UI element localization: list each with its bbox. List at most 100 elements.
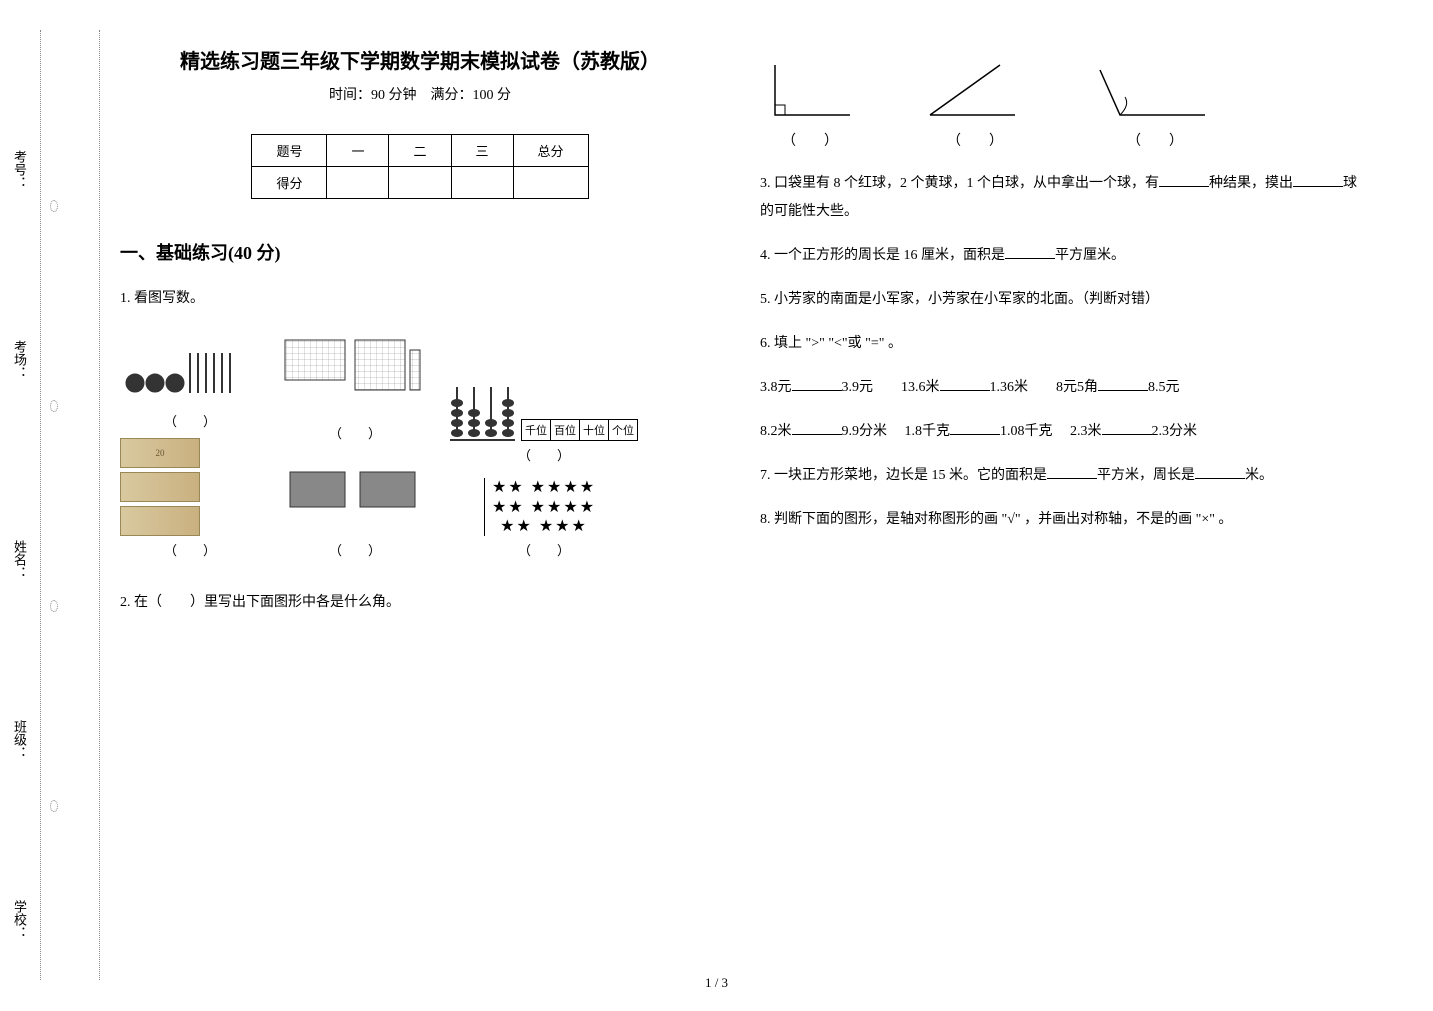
score-table: 题号 一 二 三 总分 得分 [251,134,588,199]
pair-r: 8.5元 [1148,380,1180,395]
vlabel-room: 考场： [10,340,29,379]
blank [950,418,1000,435]
right-column: （ ） （ ） （ ） 3. 口袋里有 8 个红球，2 个黄球，1 个白球，从中… [760,45,1360,633]
full-value: 100 分 [473,88,512,103]
pair-l: 8元5角 [1056,380,1098,395]
paren: （ ） [280,423,430,442]
q5-text: 5. 小芳家的南面是小军家，小芳家在小军家的北面。（判断对错） [760,292,1159,307]
binding-circle [50,600,58,612]
question-6: 6. 填上 ">" "<"或 "=" 。 [760,330,1360,358]
question-4: 4. 一个正方形的周长是 16 厘米，面积是 平方厘米。 [760,242,1360,270]
blank [1098,374,1148,391]
th-total: 总分 [513,135,588,167]
blank [1293,170,1343,187]
pair-r: 9.9分米 [842,424,888,439]
vlabel-id: 考号： [10,150,29,189]
fig-abacus-and-tally: （ ） 20 （ ） [120,333,260,559]
q8-text: 8. 判断下面的图形，是轴对称图形的画 "√" ，并画出对称轴，不是的画 "×"… [760,512,1232,527]
q3-text-a: 3. 口袋里有 8 个红球，2 个黄球，1 个白球，从中拿出一个球，有 [760,176,1159,191]
pair-r: 3.9元 [842,380,874,395]
q2-label: 2. 在（ ）里写出下面图形中各是什么角。 [120,595,400,610]
paren: （ ） [760,130,860,150]
place-cell: 百位 [551,420,580,441]
question-7: 7. 一块正方形菜地，边长是 15 米。它的面积是 平方米，周长是 米。 [760,462,1360,490]
time-label: 时间： [329,88,371,103]
acute-angle-icon [920,55,1030,125]
td-blank [513,167,588,199]
q6-label: 6. 填上 ">" "<"或 "=" 。 [760,336,902,351]
full-label: 满分： [431,88,473,103]
pair-l: 8.2米 [760,424,792,439]
binding-circle [50,200,58,212]
vlabel-class: 班级： [10,720,29,759]
th-2: 二 [389,135,451,167]
abacus-tally-icon [120,333,260,403]
angle-acute: （ ） [920,55,1030,150]
right-angle-icon [760,55,860,125]
blank [1005,242,1055,259]
paren: （ ） [1090,130,1220,150]
exam-subtitle: 时间：90 分钟 满分：100 分 [120,84,720,104]
question-8: 8. 判断下面的图形，是轴对称图形的画 "√" ，并画出对称轴，不是的画 "×"… [760,506,1360,534]
binding-margin [40,30,100,980]
place-cell: 个位 [609,420,638,441]
td-score-label: 得分 [252,167,327,199]
q4-text-b: 平方厘米。 [1055,248,1125,263]
bill-20: 20 [120,438,200,468]
place-cell: 千位 [522,420,551,441]
q7-text-a: 7. 一块正方形菜地，边长是 15 米。它的面积是 [760,468,1047,483]
q2-angles: （ ） （ ） （ ） [760,55,1360,150]
stars-symmetry: ★★ ★★★★ ★★ ★★★★ ★★ ★★★ [450,478,638,536]
left-column: 精选练习题三年级下学期数学期末模拟试卷（苏教版） 时间：90 分钟 满分：100… [120,45,720,633]
fig-grid-shapes: （ ） （ ） [280,335,430,559]
pair-l: 13.6米 [901,380,940,395]
paren: （ ） [450,445,638,464]
fig-abacus-place: 千位 百位 十位 个位 （ ） ★★ ★★★★ ★★ ★★★★ ★★ ★★★ （… [450,381,638,559]
q4-text-a: 4. 一个正方形的周长是 16 厘米，面积是 [760,248,1005,263]
pair-l: 3.8元 [760,380,792,395]
blank [1159,170,1209,187]
q1-figures-row1: （ ） 20 （ ） [120,333,720,559]
blank [792,418,842,435]
page-number: 1 / 3 [705,975,728,991]
grid-shape-icon [280,462,430,532]
paren: （ ） [120,540,260,559]
q3-text-b: 种结果，摸出 [1209,176,1293,191]
money-stack: 20 [120,438,260,536]
blank [940,374,990,391]
th-1: 一 [327,135,389,167]
pair-l: 1.8千克 [905,424,951,439]
q7-text-b: 平方米，周长是 [1097,468,1195,483]
paren: （ ） [280,540,430,559]
q6-row1: 3.8元 3.9元 13.6米 1.36米 8元5角 8.5元 [760,374,1360,402]
td-blank [327,167,389,199]
question-2: 2. 在（ ）里写出下面图形中各是什么角。 [120,589,720,617]
exam-title: 精选练习题三年级下学期数学期末模拟试卷（苏教版） [120,45,720,74]
q7-text-c: 米。 [1245,468,1273,483]
pair-r: 1.36米 [990,380,1029,395]
binding-circle [50,800,58,812]
th-num: 题号 [252,135,327,167]
question-1: 1. 看图写数。 [120,285,720,313]
section-1-title: 一、基础练习(40 分) [120,239,720,265]
place-value-table: 千位 百位 十位 个位 [521,419,638,441]
angle-right: （ ） [760,55,860,150]
grid-shape-icon [280,335,430,415]
pair-l: 2.3米 [1070,424,1102,439]
blank [792,374,842,391]
td-blank [451,167,513,199]
page-content: 精选练习题三年级下学期数学期末模拟试卷（苏教版） 时间：90 分钟 满分：100… [120,45,1400,633]
blank [1195,462,1245,479]
vlabel-name: 姓名： [10,540,29,579]
blank [1102,418,1152,435]
binding-circle [50,400,58,412]
bill-generic [120,506,200,536]
time-value: 90 分钟 [371,88,417,103]
question-3: 3. 口袋里有 8 个红球，2 个黄球，1 个白球，从中拿出一个球，有 种结果，摸… [760,170,1360,226]
th-3: 三 [451,135,513,167]
table-row: 得分 [252,167,588,199]
q6-row2: 8.2米9.9分米 1.8千克1.08千克 2.3米2.3分米 [760,418,1360,446]
obtuse-angle-icon [1090,55,1220,125]
table-row: 题号 一 二 三 总分 [252,135,588,167]
td-blank [389,167,451,199]
